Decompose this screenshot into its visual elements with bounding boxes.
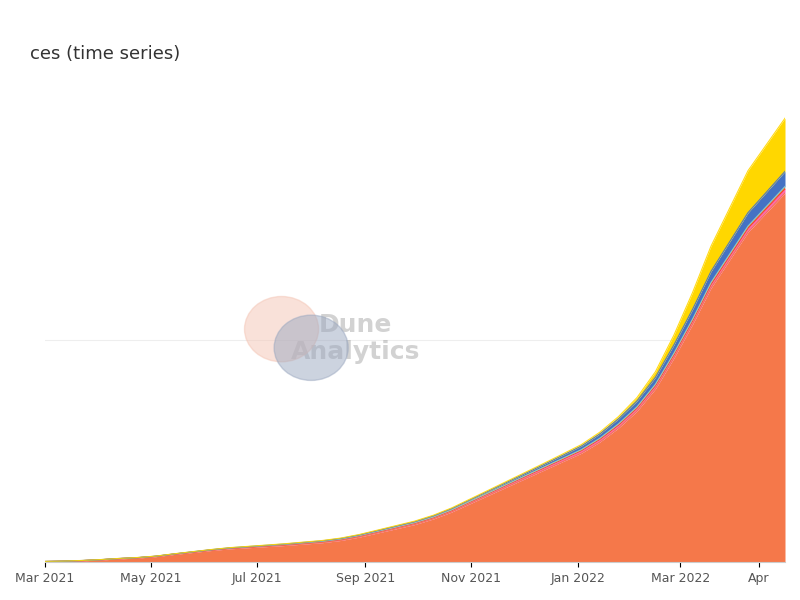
Ellipse shape	[274, 315, 348, 380]
Ellipse shape	[245, 296, 318, 362]
Text: Dune
Analytics: Dune Analytics	[291, 313, 420, 364]
Text: ces (time series): ces (time series)	[30, 45, 180, 63]
